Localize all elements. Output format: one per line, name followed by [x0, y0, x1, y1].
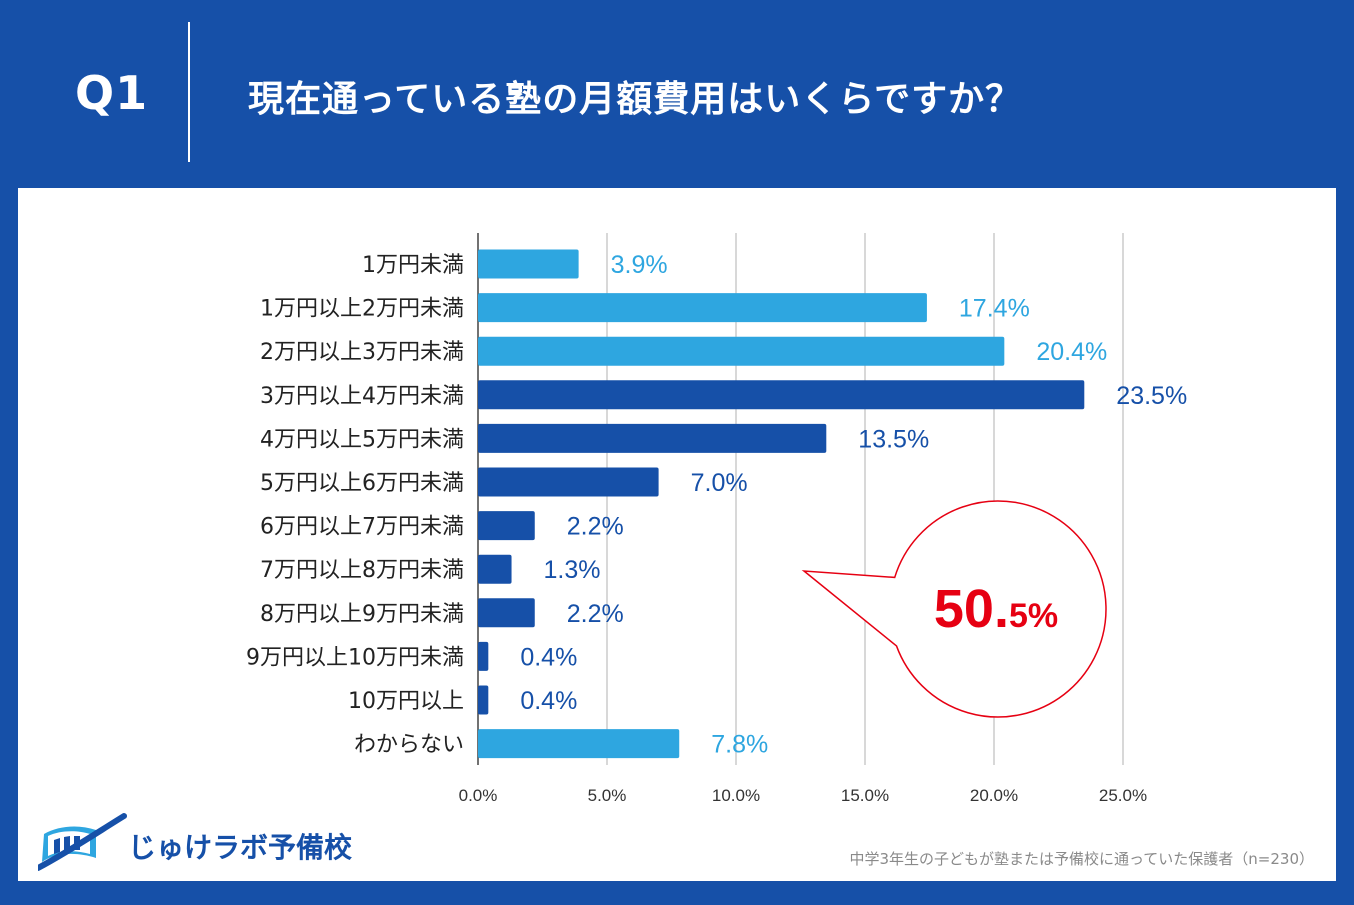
data-label: 17.4% [959, 295, 1030, 323]
category-label: 8万円以上9万円未満 [260, 602, 464, 627]
bar [478, 380, 1085, 410]
bar [478, 598, 535, 628]
x-tick-label: 15.0% [841, 786, 889, 805]
data-label: 13.5% [858, 425, 929, 453]
category-label: 6万円以上7万円未満 [260, 515, 464, 540]
bar [478, 729, 680, 759]
chart-panel: 0.0% 5.0% 10.0% 15.0% 20.0% 25.0% 1万円未満 3.9% 1万円… [18, 188, 1336, 881]
category-label: わからない [354, 733, 464, 758]
data-label: 7.8% [711, 731, 768, 759]
bar [478, 467, 659, 497]
question-title: 現在通っている塾の月額費用はいくらですか？ [248, 79, 1023, 120]
category-label: 10万円以上 [348, 689, 464, 714]
category-label: 7万円以上8万円未満 [260, 558, 464, 583]
data-label: 7.0% [691, 469, 748, 497]
callout-shape [801, 500, 1107, 718]
data-label: 0.4% [520, 687, 577, 715]
header: Q1 現在通っている塾の月額費用はいくらですか？ [0, 0, 1354, 188]
x-tick-label: 25.0% [1099, 786, 1147, 805]
category-label: 3万円以上4万円未満 [260, 384, 464, 409]
data-label: 0.4% [520, 643, 577, 671]
category-label: 1万円以上2万円未満 [260, 297, 464, 322]
callout-bubble: 50.5% [801, 500, 1107, 718]
bar [478, 336, 1005, 366]
category-label: 2万円以上3万円未満 [260, 340, 464, 365]
data-label: 1.3% [544, 556, 601, 584]
book-logo-icon [38, 813, 127, 871]
bar [478, 641, 489, 671]
brand-name: じゅけラボ予備校 [128, 831, 353, 864]
sample-footnote: 中学3年生の子どもが塾または予備校に通っていた保護者（n=230） [849, 850, 1314, 868]
bar-chart: 0.0% 5.0% 10.0% 15.0% 20.0% 25.0% 1万円未満 3.9% 1万円… [246, 233, 1187, 805]
x-tick-label: 5.0% [588, 786, 627, 805]
x-tick-label: 10.0% [712, 786, 760, 805]
question-number: Q1 [75, 66, 149, 120]
header-divider [188, 22, 190, 162]
category-label: 4万円以上5万円未満 [260, 427, 464, 452]
brand-logo [38, 813, 127, 871]
bar [478, 293, 927, 323]
bar [478, 511, 535, 541]
data-label: 2.2% [567, 513, 624, 541]
bar [478, 249, 579, 279]
data-label: 3.9% [611, 251, 668, 279]
callout-value: 50.5% [934, 579, 1058, 639]
bar [478, 685, 489, 715]
category-label: 5万円以上6万円未満 [260, 471, 464, 496]
data-label: 23.5% [1116, 382, 1187, 410]
x-tick-label: 20.0% [970, 786, 1018, 805]
bar [478, 554, 512, 584]
category-label: 1万円未満 [362, 253, 464, 278]
category-label: 9万円以上10万円未満 [246, 645, 464, 670]
bar [478, 423, 827, 453]
data-label: 20.4% [1036, 338, 1107, 366]
data-label: 2.2% [567, 600, 624, 628]
x-tick-label: 0.0% [459, 786, 498, 805]
